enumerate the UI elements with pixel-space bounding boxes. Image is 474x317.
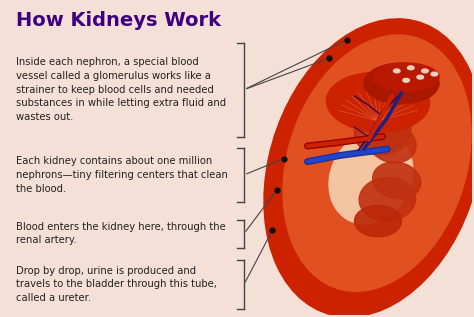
Ellipse shape — [364, 63, 439, 104]
Ellipse shape — [422, 69, 428, 73]
Ellipse shape — [355, 205, 401, 237]
Text: Inside each nephron, a special blood
vessel called a glomerulus works like a
str: Inside each nephron, a special blood ves… — [16, 57, 226, 122]
Text: Drop by drop, urine is produced and
travels to the bladder through this tube,
ca: Drop by drop, urine is produced and trav… — [16, 266, 217, 303]
Ellipse shape — [373, 162, 421, 199]
Ellipse shape — [368, 123, 416, 163]
Ellipse shape — [283, 35, 471, 291]
Ellipse shape — [350, 99, 397, 130]
Text: Each kidney contains about one million
nephrons—tiny filtering centers that clea: Each kidney contains about one million n… — [16, 156, 228, 193]
Ellipse shape — [431, 72, 438, 76]
Ellipse shape — [359, 177, 416, 221]
Ellipse shape — [354, 106, 411, 155]
Ellipse shape — [329, 131, 413, 224]
Ellipse shape — [403, 78, 410, 82]
Ellipse shape — [393, 69, 400, 73]
Ellipse shape — [264, 19, 474, 317]
Ellipse shape — [373, 63, 439, 91]
Text: Blood enters the kidney here, through the
renal artery.: Blood enters the kidney here, through th… — [16, 222, 226, 245]
Ellipse shape — [417, 75, 424, 79]
Ellipse shape — [408, 66, 414, 70]
Text: How Kidneys Work: How Kidneys Work — [16, 11, 221, 30]
Ellipse shape — [327, 72, 429, 132]
